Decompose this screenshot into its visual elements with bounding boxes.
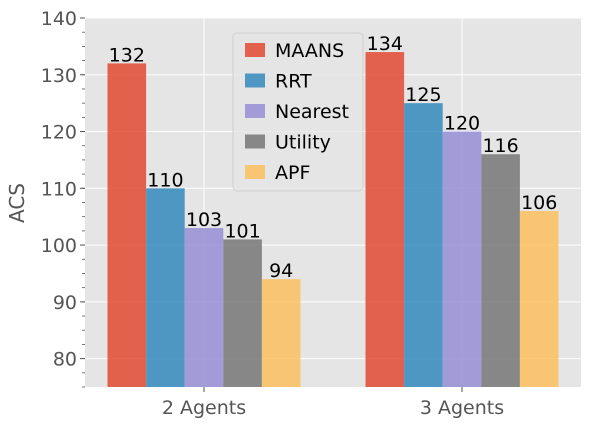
bar-apf [261,279,301,387]
legend-swatch-apf [245,165,265,179]
x-tick-label: 2 Agents [162,397,246,419]
legend-label: Nearest [275,101,349,123]
y-tick-label: 80 [53,349,77,371]
bar-apf [519,211,559,387]
y-tick-label: 110 [41,178,77,200]
bar-value-label: 110 [147,169,183,191]
legend-label: APF [275,162,310,184]
y-tick-label: 130 [41,65,77,87]
legend-label: RRT [275,71,312,93]
bar-value-label: 132 [109,44,145,66]
y-tick-label: 90 [53,292,77,314]
y-axis-label: ACS [5,183,29,223]
y-tick-label: 120 [41,122,77,144]
legend: MAANS RRT Nearest Utility APF [232,32,364,192]
bar-nearest [442,131,482,387]
bar-nearest [184,228,224,387]
bar-rrt [146,188,185,387]
bar-value-label: 134 [367,33,403,55]
x-axis-ticks: 2 Agents 3 Agents [162,387,504,419]
bar-utility [223,239,262,387]
y-axis-ticks: 80 90 100 110 120 130 140 [41,8,85,388]
bar-value-label: 116 [482,135,518,157]
legend-swatch-utility [245,134,265,149]
bar-value-label: 103 [186,209,222,231]
legend-label: Utility [275,132,331,154]
bar-maans [107,63,147,388]
x-tick-label: 3 Agents [420,397,504,419]
legend-swatch-nearest [245,104,265,118]
legend-swatch-rrt [245,73,265,88]
bar-utility [481,154,520,387]
bar-value-label: 106 [521,192,557,214]
legend-box [232,32,364,192]
bar-value-label: 125 [405,84,441,106]
bar-maans [365,52,405,388]
bar-value-label: 94 [269,260,293,282]
y-tick-label: 140 [41,8,77,30]
legend-label: MAANS [275,40,344,62]
bar-value-label: 101 [224,220,260,242]
legend-swatch-maans [245,43,265,57]
bar-value-label: 120 [444,113,480,135]
bar-rrt [404,103,443,388]
bars-group [107,52,559,388]
y-tick-label: 100 [41,235,77,257]
